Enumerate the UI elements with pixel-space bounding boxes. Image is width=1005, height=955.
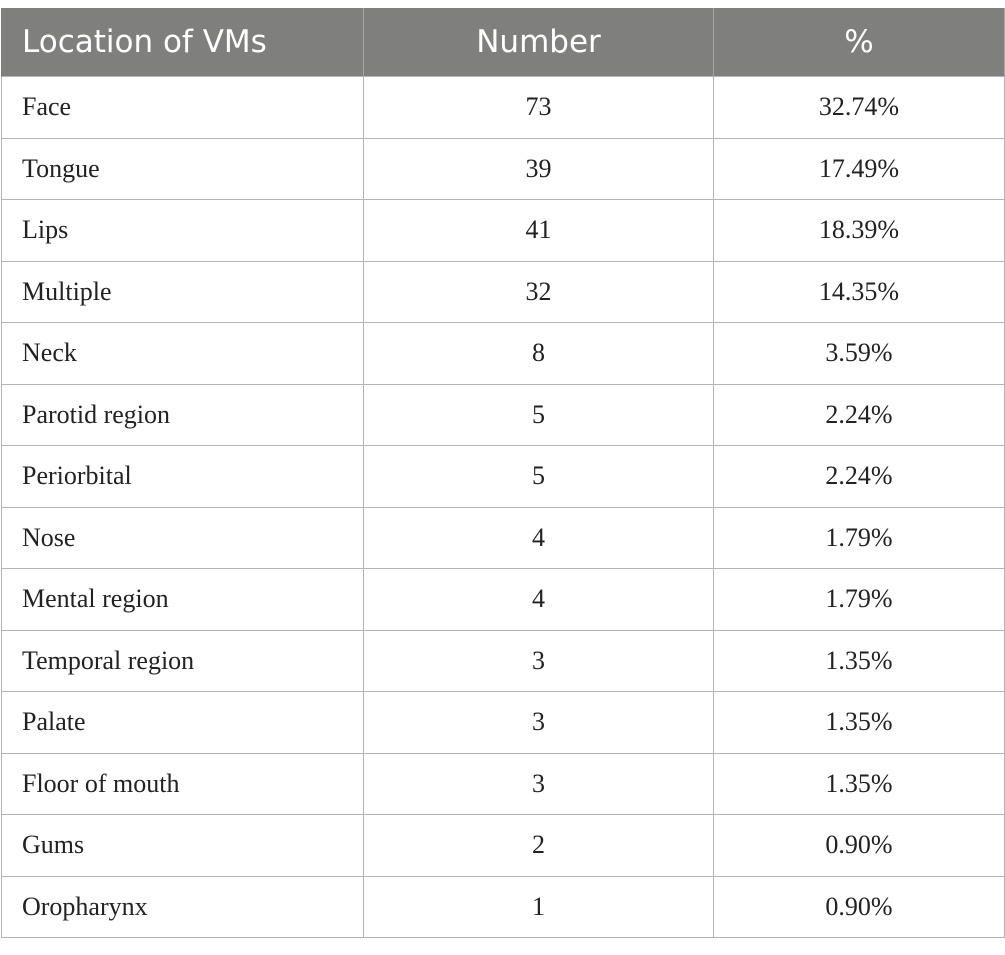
cell-location: Face [1, 76, 364, 139]
cell-number: 32 [363, 260, 714, 323]
table-row: Palate 3 1.35% [1, 691, 1005, 754]
cell-location: Nose [1, 506, 364, 569]
table-row: Nose 4 1.79% [1, 506, 1005, 569]
cell-location: Lips [1, 199, 364, 262]
cell-percent: 18.39% [713, 199, 1005, 262]
cell-number: 3 [363, 752, 714, 815]
table-row: Periorbital 5 2.24% [1, 445, 1005, 508]
cell-location: Palate [1, 691, 364, 754]
cell-location: Parotid region [1, 383, 364, 446]
cell-percent: 2.24% [713, 445, 1005, 508]
cell-number: 39 [363, 137, 714, 200]
cell-number: 5 [363, 383, 714, 446]
table-row: Lips 41 18.39% [1, 199, 1005, 262]
cell-number: 3 [363, 691, 714, 754]
table-row: Face 73 32.74% [1, 76, 1005, 139]
vm-location-table-container: Location of VMs Number % Face 73 32.74% … [1, 8, 1005, 938]
table-row: Mental region 4 1.79% [1, 568, 1005, 631]
table-row: Neck 8 3.59% [1, 322, 1005, 385]
cell-number: 73 [363, 76, 714, 139]
header-row: Location of VMs Number % [1, 8, 1005, 77]
cell-percent: 1.79% [713, 506, 1005, 569]
cell-location: Gums [1, 814, 364, 877]
table-row: Temporal region 3 1.35% [1, 629, 1005, 692]
header-percent: % [713, 8, 1005, 77]
cell-location: Tongue [1, 137, 364, 200]
cell-percent: 3.59% [713, 322, 1005, 385]
cell-percent: 1.79% [713, 568, 1005, 631]
table-row: Parotid region 5 2.24% [1, 383, 1005, 446]
cell-percent: 14.35% [713, 260, 1005, 323]
cell-percent: 0.90% [713, 814, 1005, 877]
table-row: Tongue 39 17.49% [1, 137, 1005, 200]
table-row: Floor of mouth 3 1.35% [1, 752, 1005, 815]
cell-percent: 17.49% [713, 137, 1005, 200]
table-row: Oropharynx 1 0.90% [1, 875, 1005, 938]
vm-location-table: Location of VMs Number % Face 73 32.74% … [1, 8, 1005, 938]
cell-number: 3 [363, 629, 714, 692]
cell-number: 41 [363, 199, 714, 262]
cell-number: 4 [363, 568, 714, 631]
cell-number: 8 [363, 322, 714, 385]
cell-location: Neck [1, 322, 364, 385]
cell-location: Mental region [1, 568, 364, 631]
cell-location: Temporal region [1, 629, 364, 692]
cell-number: 2 [363, 814, 714, 877]
table-header: Location of VMs Number % [1, 8, 1005, 77]
table-row: Gums 2 0.90% [1, 814, 1005, 877]
table-body: Face 73 32.74% Tongue 39 17.49% Lips 41 … [1, 76, 1005, 938]
cell-location: Oropharynx [1, 875, 364, 938]
cell-percent: 1.35% [713, 752, 1005, 815]
header-number: Number [363, 8, 714, 77]
cell-number: 1 [363, 875, 714, 938]
cell-location: Multiple [1, 260, 364, 323]
cell-location: Floor of mouth [1, 752, 364, 815]
cell-percent: 32.74% [713, 76, 1005, 139]
cell-percent: 2.24% [713, 383, 1005, 446]
cell-percent: 1.35% [713, 691, 1005, 754]
header-location: Location of VMs [1, 8, 364, 77]
cell-number: 5 [363, 445, 714, 508]
cell-percent: 0.90% [713, 875, 1005, 938]
cell-number: 4 [363, 506, 714, 569]
table-row: Multiple 32 14.35% [1, 260, 1005, 323]
cell-location: Periorbital [1, 445, 364, 508]
cell-percent: 1.35% [713, 629, 1005, 692]
